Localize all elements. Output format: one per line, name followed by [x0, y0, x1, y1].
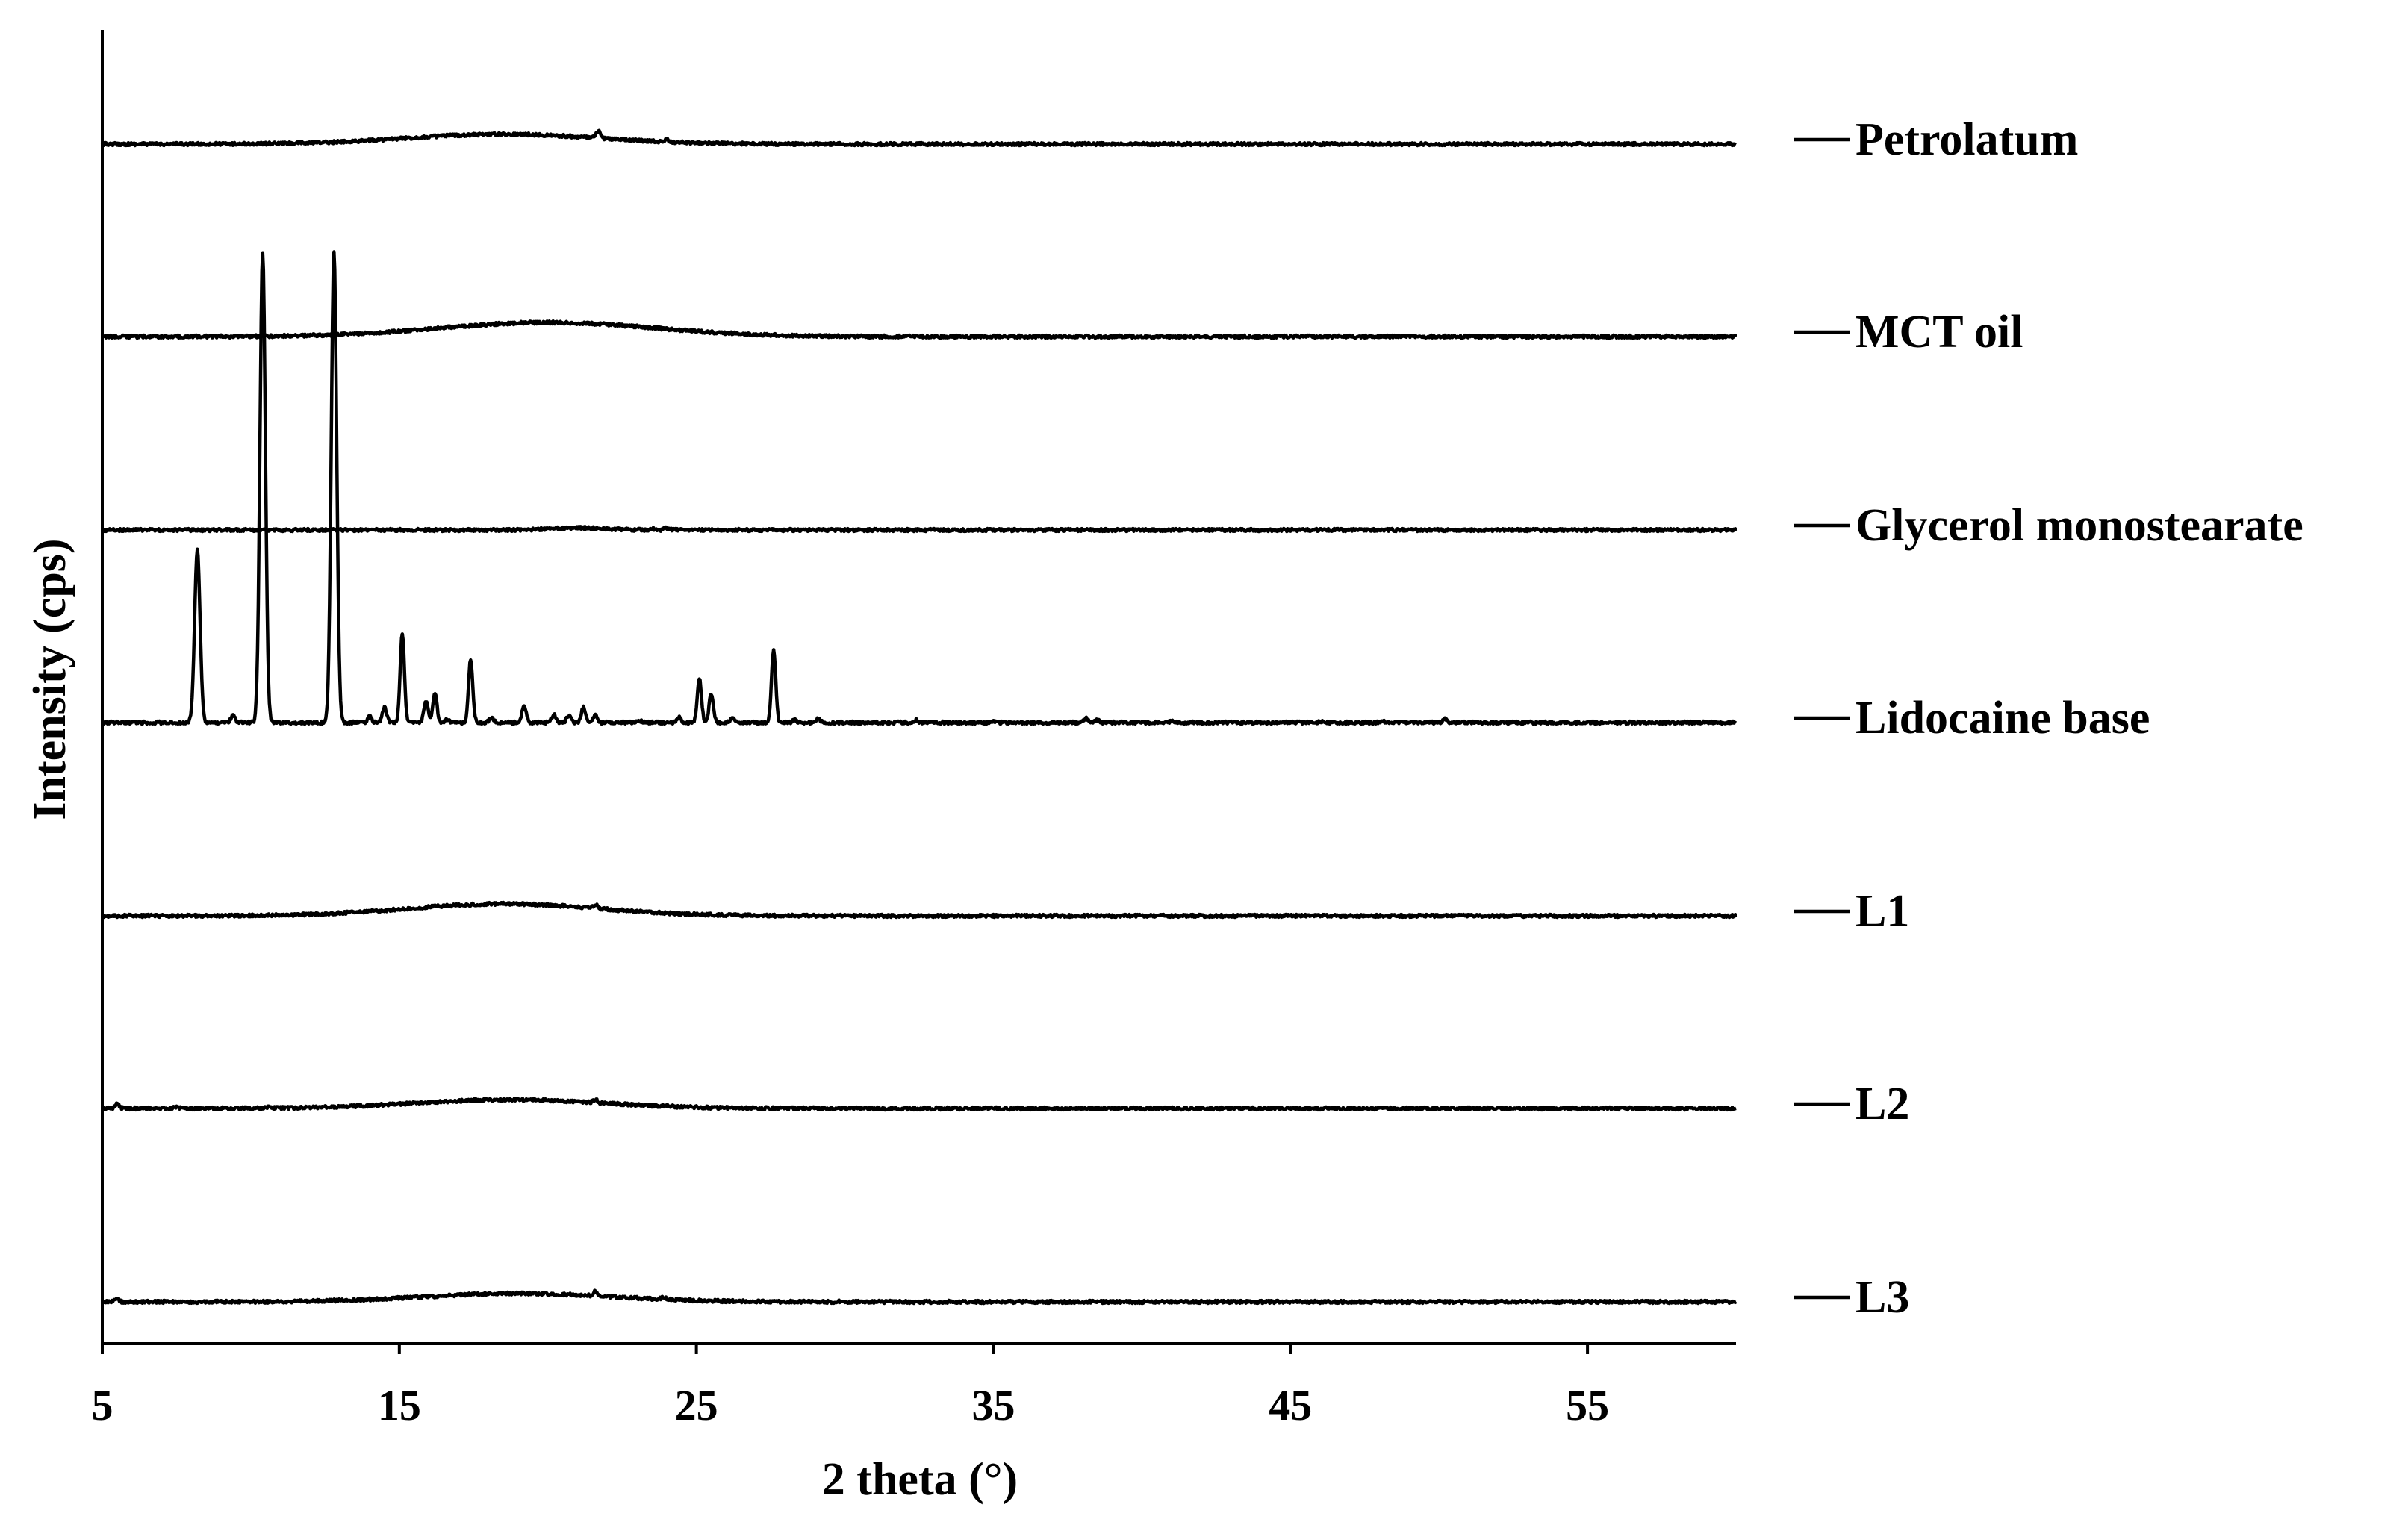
trace-mct-oil: [101, 319, 1737, 340]
x-tick-label: 35: [971, 1381, 1015, 1429]
x-tick-label: 45: [1269, 1381, 1312, 1429]
y-axis-title: Intensity (cps): [25, 538, 75, 820]
xrd-traces: [100, 128, 1738, 1306]
x-tick-label: 5: [92, 1381, 113, 1429]
trace-label: L3: [1855, 1272, 1909, 1323]
trace-label: Petrolatum: [1855, 114, 2078, 165]
trace-glycerol-monostearate: [101, 525, 1738, 534]
trace-label: MCT oil: [1855, 307, 2023, 358]
trace-l1: [101, 900, 1738, 920]
trace-lidocaine-base: [101, 250, 1737, 726]
trace-petrolatum: [100, 128, 1737, 148]
x-tick-label: 15: [378, 1381, 421, 1429]
x-axis-title: 2 theta (°): [822, 1454, 1018, 1505]
trace-label: L1: [1855, 886, 1909, 937]
x-tick-label: 25: [675, 1381, 718, 1429]
trace-l3: [101, 1288, 1737, 1306]
trace-l2: [101, 1096, 1737, 1112]
trace-label: Lidocaine base: [1855, 693, 2150, 743]
trace-label: Glycerol monostearate: [1855, 500, 2303, 551]
x-axis-ticks: 5 15 25 35 45 55: [92, 1344, 1609, 1429]
trace-labels: Petrolatum MCT oil Glycerol monostearate Li…: [1794, 114, 2303, 1323]
trace-label: L2: [1855, 1079, 1909, 1129]
x-tick-label: 55: [1566, 1381, 1609, 1429]
plot-area: 5 15 25 35 45 55: [92, 30, 1738, 1429]
